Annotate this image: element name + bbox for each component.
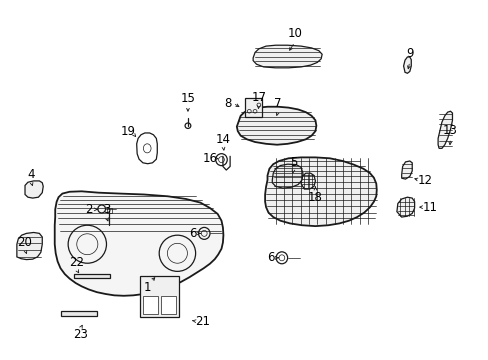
Bar — [245, 98, 262, 117]
Text: 2: 2 — [85, 203, 92, 216]
Text: 21: 21 — [194, 315, 209, 328]
Polygon shape — [403, 57, 410, 73]
Text: 10: 10 — [287, 27, 302, 40]
Bar — [142, 296, 158, 314]
Bar — [61, 311, 97, 316]
Text: 19: 19 — [121, 125, 136, 138]
Text: 15: 15 — [180, 92, 195, 105]
Text: 6: 6 — [266, 251, 274, 264]
Text: 3: 3 — [102, 203, 110, 216]
Polygon shape — [55, 191, 223, 296]
Text: 13: 13 — [442, 124, 457, 137]
Bar — [74, 274, 110, 278]
Text: 18: 18 — [307, 191, 322, 204]
Bar — [160, 296, 176, 314]
Text: 1: 1 — [143, 281, 151, 294]
Polygon shape — [437, 111, 451, 148]
Polygon shape — [25, 181, 43, 198]
Bar — [140, 276, 179, 316]
Polygon shape — [401, 161, 411, 179]
Text: 8: 8 — [224, 96, 231, 109]
Text: 23: 23 — [73, 328, 88, 341]
Polygon shape — [272, 164, 303, 188]
Text: 14: 14 — [216, 133, 230, 146]
Polygon shape — [236, 107, 316, 145]
Polygon shape — [264, 157, 376, 226]
Bar — [107, 208, 112, 213]
Text: 7: 7 — [274, 96, 281, 109]
Text: 5: 5 — [289, 156, 297, 169]
Text: 6: 6 — [188, 227, 196, 240]
Text: 16: 16 — [202, 152, 217, 165]
Text: 4: 4 — [27, 168, 35, 181]
Polygon shape — [17, 233, 42, 260]
Text: 12: 12 — [417, 174, 432, 186]
Polygon shape — [253, 45, 322, 68]
Text: 17: 17 — [251, 91, 266, 104]
Text: 22: 22 — [69, 256, 84, 269]
Text: 11: 11 — [422, 201, 437, 213]
Text: 9: 9 — [405, 47, 413, 60]
Polygon shape — [301, 173, 315, 189]
Polygon shape — [396, 197, 414, 217]
Text: 20: 20 — [18, 236, 32, 249]
